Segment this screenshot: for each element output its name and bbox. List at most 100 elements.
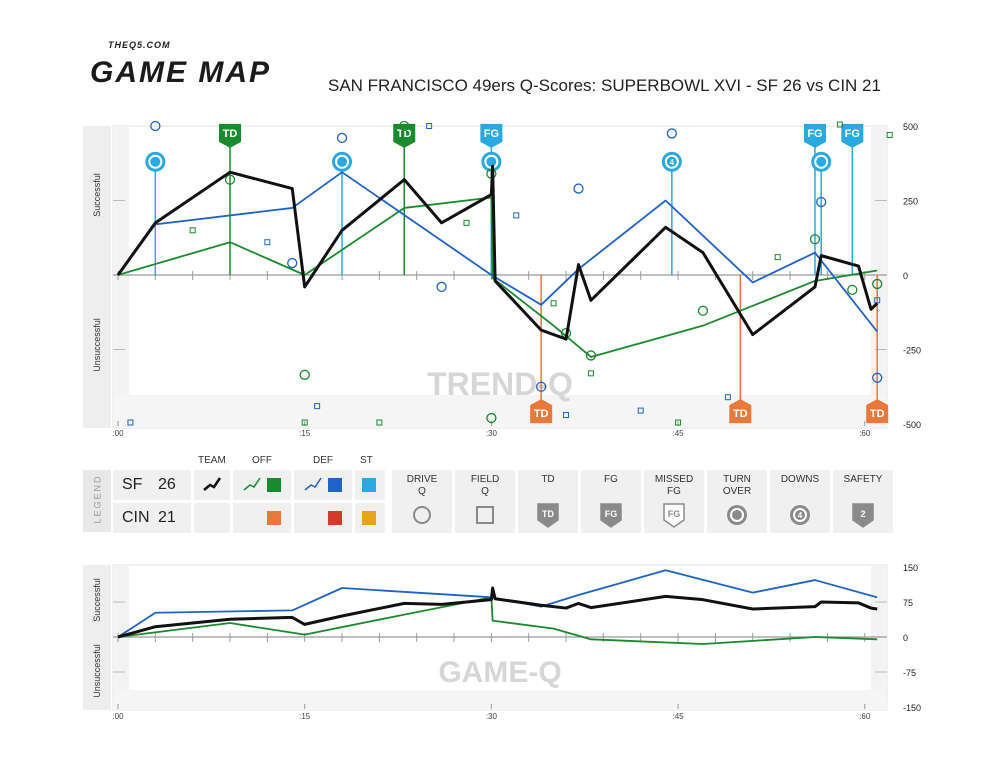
field-q-shape xyxy=(476,506,494,524)
legend-sf-off-swatch xyxy=(267,478,281,492)
trend-event-icon-ring xyxy=(664,154,679,169)
legend-symbol-label: SAFETY xyxy=(843,474,883,485)
trend-drive-q-point xyxy=(816,196,827,208)
trend-left-wall xyxy=(113,126,129,428)
trend-drive-q-point xyxy=(536,381,547,392)
trend-field-q-point xyxy=(314,403,321,410)
trend-downs-number: 4 xyxy=(670,158,675,167)
trend-watermark: TREND-Q xyxy=(427,366,573,402)
trend-field-q-point xyxy=(874,297,881,304)
trend-event-label: TD xyxy=(397,128,412,140)
trend-field-q-point xyxy=(637,407,644,414)
trend-event-label: FG xyxy=(845,128,860,140)
game-side-panel xyxy=(83,565,111,710)
trend-series-team xyxy=(116,164,879,341)
trend-xtick-label: :60 xyxy=(859,429,871,438)
turnover-icon xyxy=(727,505,747,525)
trend-event-td-icon xyxy=(866,399,889,424)
symbol-circle xyxy=(727,505,747,525)
trend-field-q-point xyxy=(675,419,682,426)
trend-field-q-point xyxy=(587,370,594,377)
trend-field-q-point xyxy=(189,227,196,234)
symbol-ring xyxy=(730,508,744,522)
chart-title: SAN FRANCISCO 49ers Q-Scores: SUPERBOWL … xyxy=(328,76,881,95)
trend-field-q-point xyxy=(301,419,308,426)
trend-event-fg-icon xyxy=(480,123,503,148)
game-series-off xyxy=(117,596,878,645)
trend-ytick-label: -250 xyxy=(903,346,921,356)
legend-team-line-icon xyxy=(203,477,222,491)
game-series-team xyxy=(117,586,878,639)
field-q-square-icon xyxy=(476,506,494,524)
legend-def-cin xyxy=(294,503,352,533)
trend-xtick-label: :15 xyxy=(299,429,311,438)
legend-symbol-label: FIELD xyxy=(470,474,500,485)
legend-off-sf xyxy=(233,470,291,500)
trend-event-label: TD xyxy=(733,408,748,420)
legend-cin-def-swatch xyxy=(328,511,342,525)
trend-drive-q-point xyxy=(224,174,236,185)
downs-icon: 4 xyxy=(790,505,810,525)
symbol-text: 4 xyxy=(798,511,803,520)
trend-field-q-point xyxy=(563,412,570,419)
trend-event-icon-ring xyxy=(814,154,829,169)
symbol-shield xyxy=(600,503,622,528)
symbol-shield xyxy=(852,503,874,528)
trend-event-label: TD xyxy=(870,408,885,420)
trend-drive-q-point xyxy=(436,281,447,293)
legend-sf-name: SF xyxy=(122,476,143,493)
drive-q-circle-icon xyxy=(413,506,431,524)
legend-side-label: LEGEND xyxy=(83,470,111,532)
game-ytick-label: -75 xyxy=(903,668,916,678)
trend-event-label: TD xyxy=(223,128,238,140)
game-ytick-label: 150 xyxy=(903,563,918,573)
legend-symbol-cell: SAFETY 2 xyxy=(833,470,893,533)
legend-symbol-label: TURN xyxy=(723,474,751,485)
game-watermark: GAME-Q xyxy=(438,656,561,689)
legend-symbol-label: DOWNS xyxy=(780,474,820,485)
trend-event-fg-icon xyxy=(841,123,864,148)
trend-field-q-point xyxy=(724,394,731,401)
game-xtick-label: :00 xyxy=(112,712,124,721)
trend-event-turnover-icon xyxy=(145,151,166,172)
trend-field-q-point xyxy=(774,254,781,261)
trend-drive-q-point xyxy=(150,120,161,132)
trend-event-label: FG xyxy=(807,128,822,140)
symbol-ring xyxy=(793,508,807,522)
symbol-text: TD xyxy=(542,509,554,519)
symbol-text: FG xyxy=(668,509,681,519)
legend-header-team: TEAM xyxy=(198,455,226,466)
brand-logo: GAME MAP xyxy=(90,56,271,89)
legend-off-cin xyxy=(233,503,291,533)
trend-drive-q-point xyxy=(697,305,709,316)
trend-field-q-point xyxy=(376,419,383,426)
legend-symbol-label: TD xyxy=(541,474,555,485)
legend-symbol-label: MISSED xyxy=(654,474,694,485)
trend-event-td-icon xyxy=(729,399,752,424)
trend-xtick-label: :45 xyxy=(673,429,685,438)
trend-event-downs-icon xyxy=(661,151,682,172)
trend-drive-q-point xyxy=(336,132,348,144)
trend-event-td-icon xyxy=(530,399,553,424)
trend-field-q-point xyxy=(264,239,271,246)
safety-shield-icon: 2 xyxy=(852,503,874,528)
legend-off-line-icon xyxy=(243,477,261,491)
trend-field-q-point xyxy=(426,123,433,129)
trend-event-turnover-icon xyxy=(481,151,502,172)
legend-cin-score: 21 xyxy=(158,509,176,526)
legend-sf-cell xyxy=(113,470,191,500)
legend-sf-score: 26 xyxy=(158,476,176,493)
fg-shield-icon: FG xyxy=(600,503,622,528)
trend-drive-q-point xyxy=(872,278,883,290)
trend-xtick-label: :00 xyxy=(112,429,124,438)
td-shield-icon: TD xyxy=(537,503,559,528)
trend-series-def xyxy=(117,171,878,333)
trend-drive-q-point xyxy=(573,183,584,194)
game-ytick-label: -150 xyxy=(903,703,921,713)
trend-field-q-point xyxy=(836,121,843,128)
legend-symbol-cell: DOWNS 4 xyxy=(770,470,830,533)
legend-symbol-cell: DRIVE Q xyxy=(392,470,452,533)
trend-drive-q-point xyxy=(872,372,883,383)
trend-right-wall xyxy=(871,126,887,428)
legend-cin-name: CIN xyxy=(122,509,150,526)
